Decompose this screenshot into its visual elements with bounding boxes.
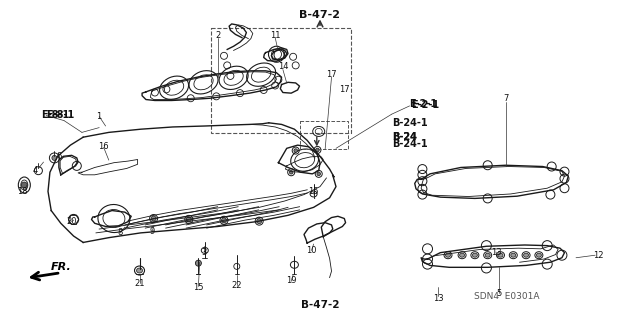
Ellipse shape [511,253,516,257]
Text: 15: 15 [193,283,204,292]
Text: E-8-1: E-8-1 [46,110,74,120]
Bar [211,28,351,133]
Ellipse shape [136,268,143,273]
Text: 16: 16 [99,142,109,151]
Circle shape [257,219,262,224]
Text: 6: 6 [56,152,61,161]
Text: B-24-1: B-24-1 [392,118,428,128]
Ellipse shape [445,253,451,257]
Text: B-24: B-24 [392,132,417,142]
Text: B-24-1: B-24-1 [392,139,428,149]
Text: 9: 9 [150,227,155,236]
Circle shape [151,216,156,221]
Circle shape [21,182,28,188]
Circle shape [186,217,191,222]
Text: 17: 17 [326,70,337,79]
Text: 12: 12 [593,251,604,260]
Text: 17: 17 [339,85,349,94]
Text: 2: 2 [215,31,220,40]
Circle shape [294,149,298,152]
Ellipse shape [460,253,465,257]
Text: B-24: B-24 [392,132,417,142]
Circle shape [316,148,319,152]
Text: 1: 1 [97,112,102,121]
Text: 11: 11 [270,31,280,40]
Text: 19: 19 [286,276,296,285]
Text: 15: 15 [308,187,319,196]
Text: 18: 18 [17,187,28,196]
Text: 22: 22 [232,281,242,290]
Circle shape [52,155,57,160]
Text: 21: 21 [134,279,145,288]
Ellipse shape [536,253,541,257]
Ellipse shape [472,253,477,257]
Text: 10: 10 [307,246,317,255]
Text: B-47-2: B-47-2 [301,300,339,310]
Circle shape [289,170,293,174]
Text: 13: 13 [491,248,501,256]
Text: 3: 3 [201,248,206,256]
Circle shape [317,172,321,176]
Circle shape [221,218,227,223]
Text: 8: 8 [118,228,123,237]
Text: 20: 20 [67,217,77,226]
Text: 5: 5 [497,289,502,298]
Text: 14: 14 [278,63,288,71]
Text: FR.: FR. [51,262,72,272]
Text: B-47-2: B-47-2 [300,10,340,20]
Text: 7: 7 [503,94,508,103]
Text: E-8-1: E-8-1 [42,110,70,120]
Text: 13: 13 [433,294,444,303]
Text: E-2-1: E-2-1 [410,99,438,109]
Ellipse shape [485,253,490,257]
Ellipse shape [498,253,503,257]
Text: SDN4  E0301A: SDN4 E0301A [474,292,539,301]
Bar [300,121,348,149]
Text: 4: 4 [33,166,38,175]
Text: E-2-1: E-2-1 [411,100,439,110]
Ellipse shape [524,253,529,257]
Circle shape [195,260,202,266]
